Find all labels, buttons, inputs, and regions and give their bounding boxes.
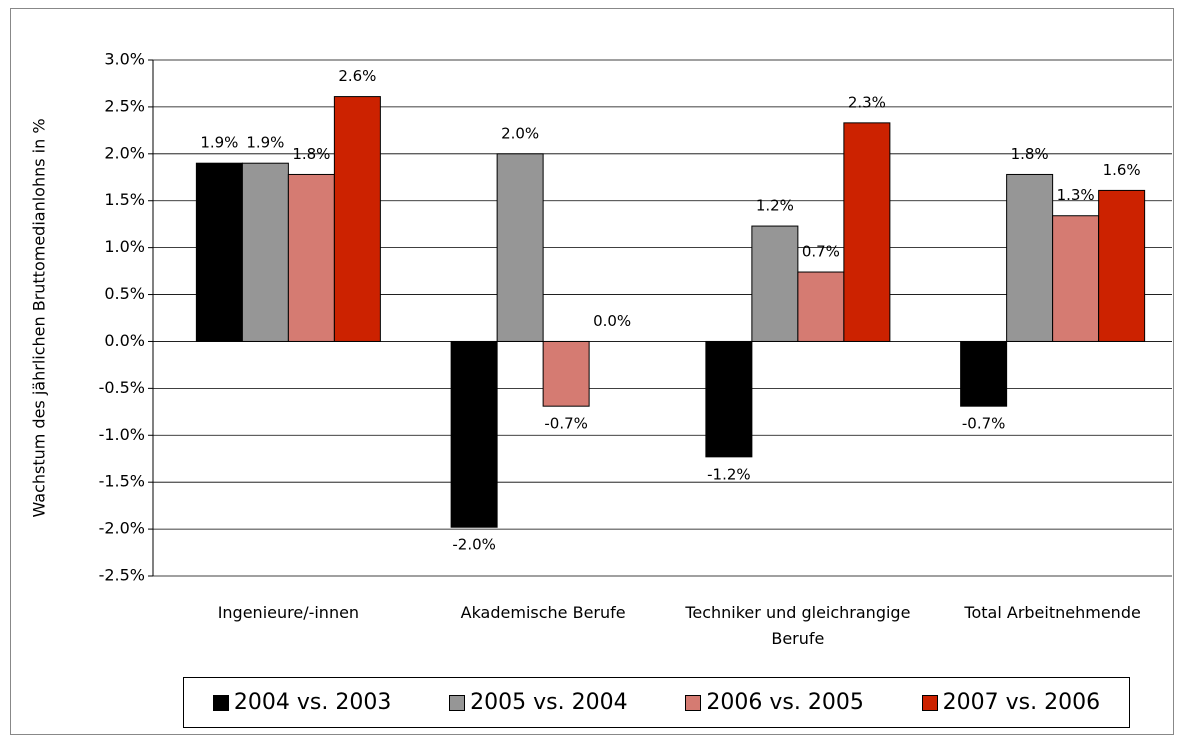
data-label: 2.0%: [501, 124, 539, 142]
data-label: 0.0%: [593, 312, 631, 330]
bar: [241, 162, 289, 342]
y-tick-label: -1.5%: [99, 472, 145, 491]
data-label: 0.7%: [802, 243, 840, 261]
y-tick-label: 2.0%: [104, 143, 145, 162]
legend-label: 2006 vs. 2005: [706, 690, 864, 715]
bar: [287, 173, 335, 342]
x-tick-label: Techniker und gleichrangige Berufe: [685, 603, 911, 648]
legend-item: 2005 vs. 2004: [449, 690, 628, 715]
bar: [751, 225, 799, 342]
y-tick-label: 1.5%: [104, 190, 145, 209]
legend-label: 2004 vs. 2003: [233, 690, 392, 715]
legend-label: 2007 vs. 2006: [942, 690, 1101, 715]
bar: [1098, 189, 1146, 342]
data-label: -1.2%: [707, 465, 751, 483]
legend-swatch: [449, 694, 466, 711]
data-label: 2.3%: [848, 93, 886, 111]
bar: [797, 271, 845, 342]
bar: [195, 162, 243, 342]
y-tick-label: 0.0%: [104, 331, 145, 350]
data-label: 1.8%: [292, 145, 330, 163]
y-tick-label: -1.0%: [99, 425, 145, 444]
chart-frame: [10, 8, 1174, 735]
data-label: -0.7%: [544, 415, 588, 433]
data-label: 1.9%: [246, 134, 284, 152]
y-tick-label: 3.0%: [104, 50, 145, 69]
bar: [1006, 173, 1054, 342]
x-tick-label: Ingenieure/-innen: [217, 603, 360, 622]
bar: [960, 340, 1008, 407]
data-label: 1.6%: [1103, 161, 1141, 179]
data-label: 1.3%: [1057, 186, 1095, 204]
legend-label: 2005 vs. 2004: [470, 690, 628, 715]
legend-item: 2006 vs. 2005: [685, 690, 864, 715]
data-label: -2.0%: [452, 536, 496, 554]
y-tick-label: 1.0%: [104, 237, 145, 256]
bar: [333, 96, 381, 342]
legend-swatch: [685, 694, 702, 711]
x-tick-label: Akademische Berufe: [460, 603, 626, 622]
legend-swatch: [212, 694, 229, 711]
data-label: 2.6%: [338, 67, 376, 85]
bar: [1052, 215, 1100, 342]
data-label: -0.7%: [962, 415, 1006, 433]
legend-item: 2007 vs. 2006: [921, 690, 1101, 715]
legend-item: 2004 vs. 2003: [212, 690, 392, 715]
y-axis-label: Wachstum des jährlichen Bruttomedianlohn…: [30, 118, 49, 517]
y-tick-label: -2.5%: [99, 566, 145, 585]
bar: [496, 153, 544, 342]
x-tick-label: Total Arbeitnehmende: [964, 603, 1141, 622]
legend: 2004 vs. 2003 2005 vs. 2004 2006 vs. 2005 2…: [183, 677, 1130, 728]
y-tick-label: -2.0%: [99, 519, 145, 538]
bar: [705, 340, 753, 458]
y-tick-label: 2.5%: [104, 96, 145, 115]
data-label: 1.2%: [756, 197, 794, 215]
bar: [450, 340, 498, 528]
y-tick-label: 0.5%: [104, 284, 145, 303]
data-label: 1.9%: [200, 134, 238, 152]
y-tick-label: -0.5%: [99, 378, 145, 397]
data-label: 1.8%: [1011, 145, 1049, 163]
bar: [843, 122, 891, 342]
bar: [542, 340, 590, 407]
legend-swatch: [921, 694, 938, 711]
